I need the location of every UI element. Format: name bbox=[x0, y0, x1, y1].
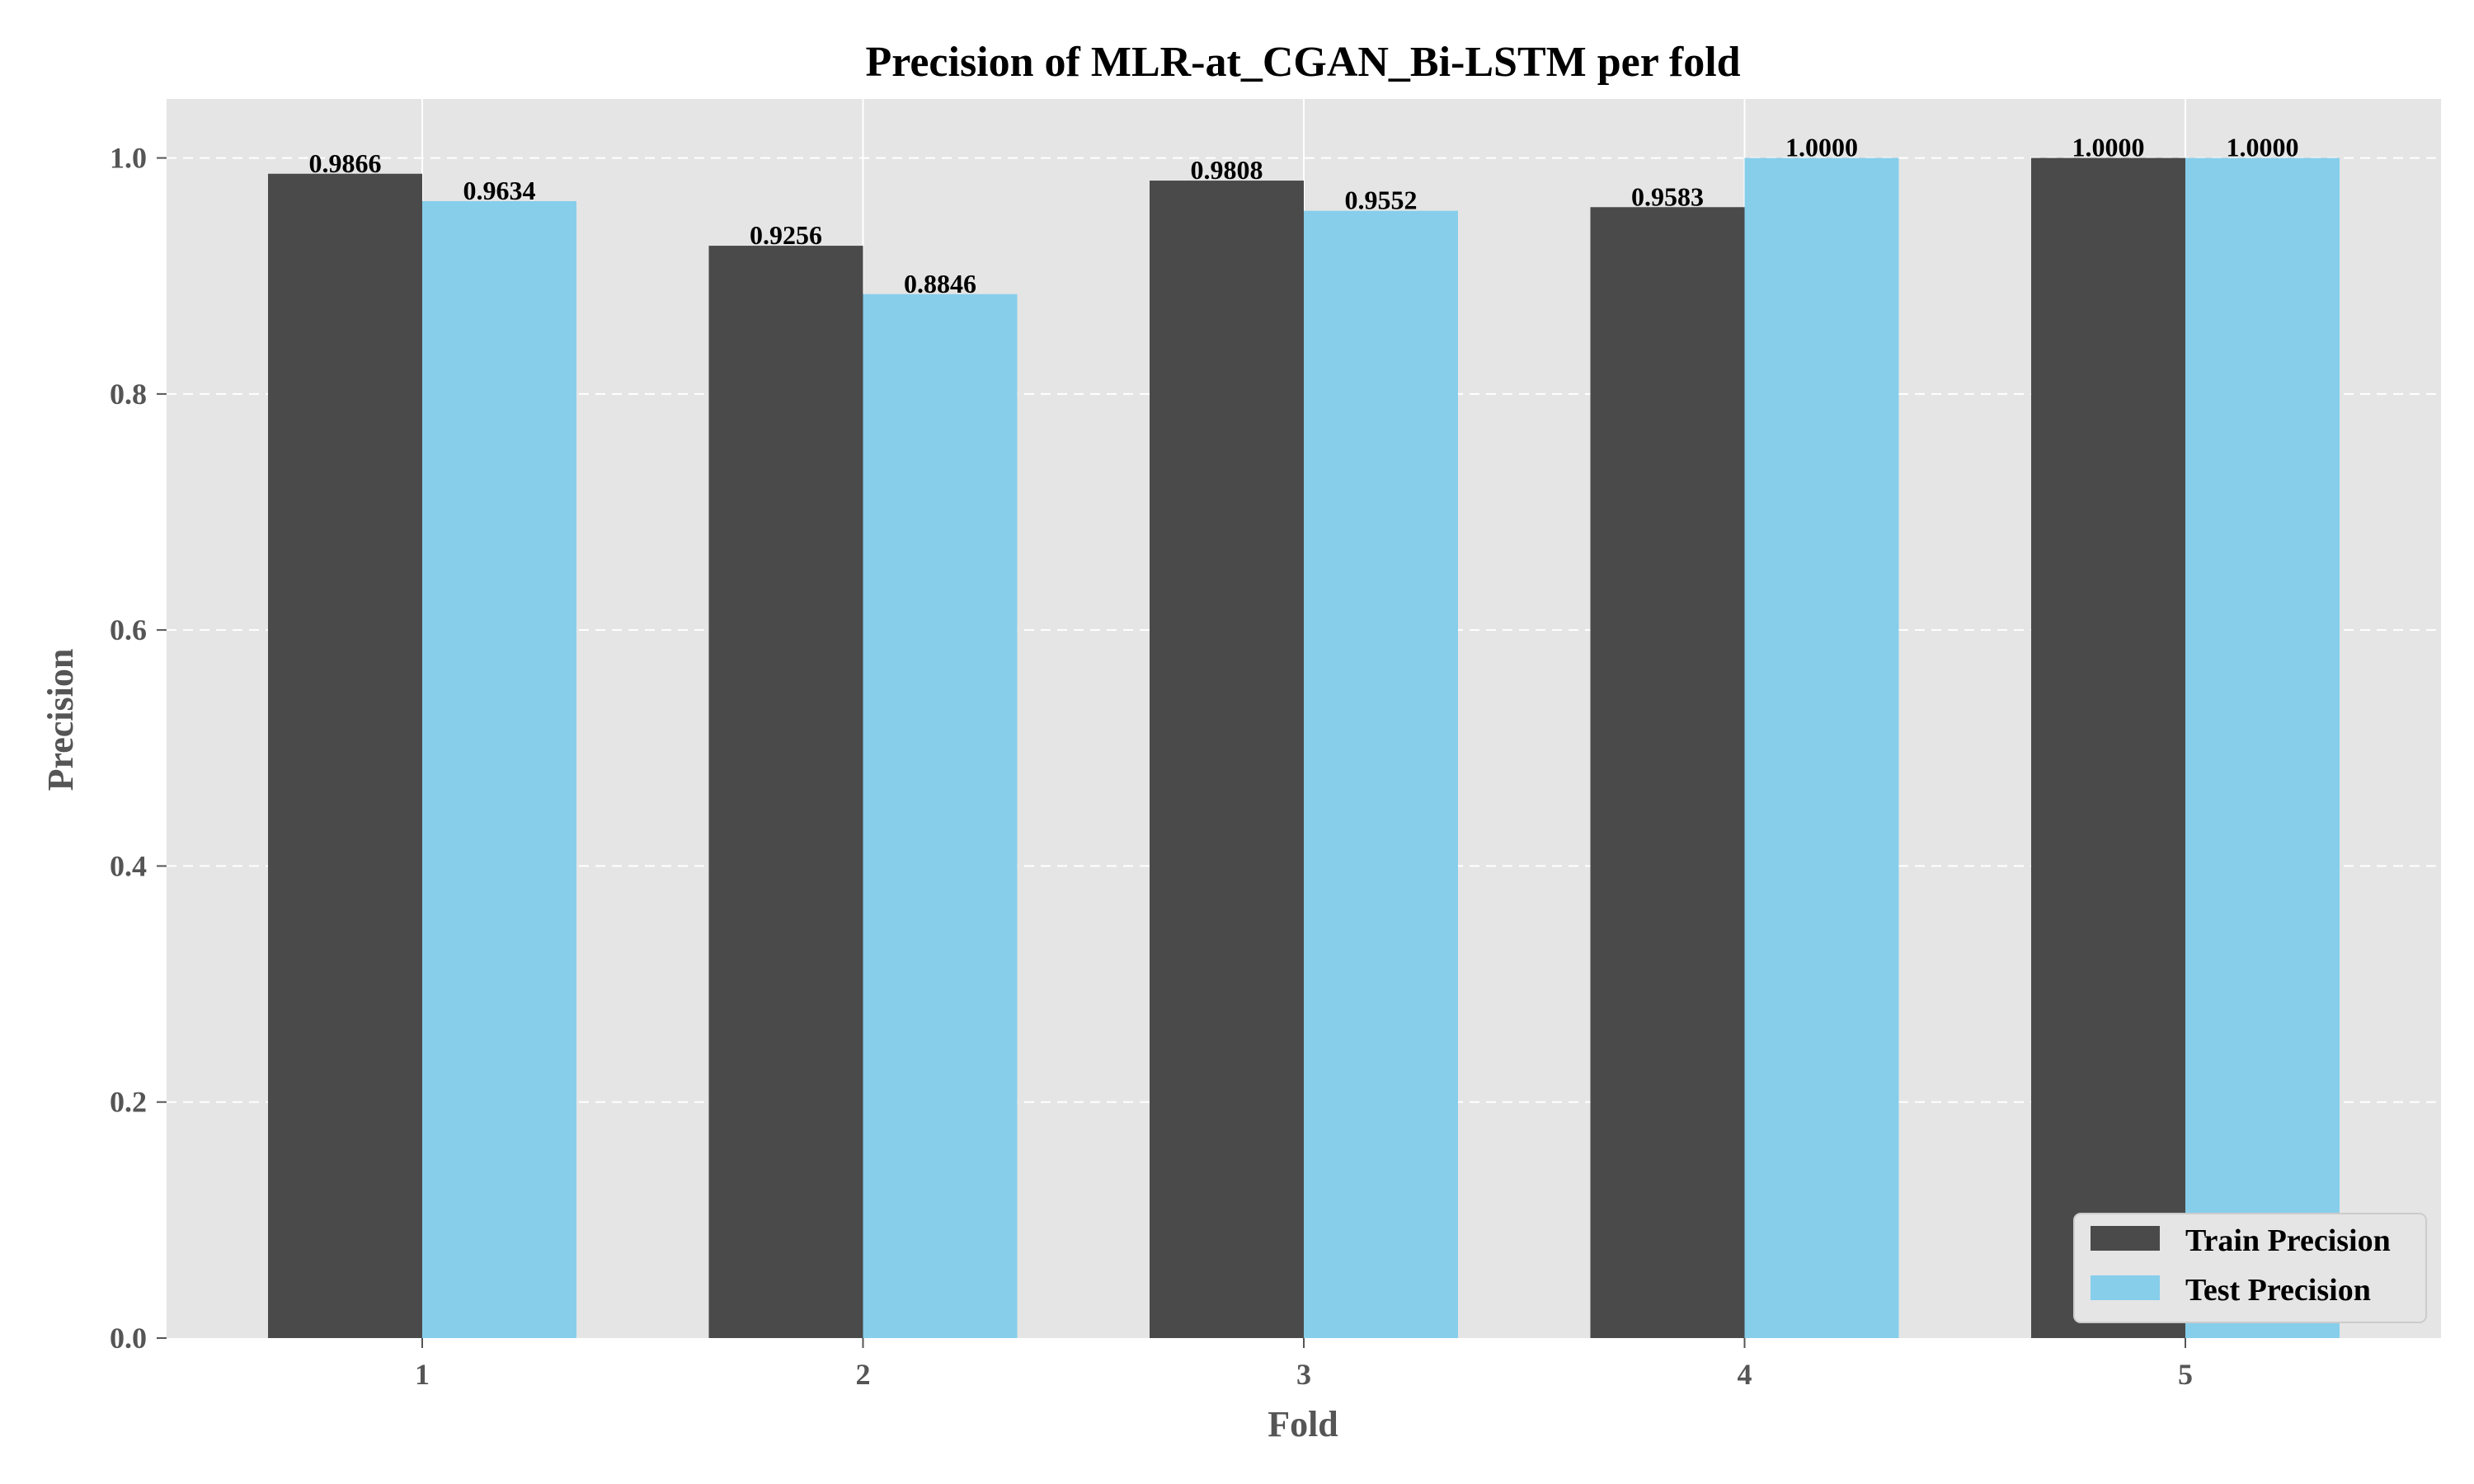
y-tick-label: 0.0 bbox=[110, 1322, 147, 1355]
chart-title: Precision of MLR-at_CGAN_Bi-LSTM per fol… bbox=[865, 39, 1740, 86]
bar-test bbox=[863, 294, 1018, 1338]
bar-test bbox=[1304, 210, 1458, 1338]
data-label-test: 0.9552 bbox=[1345, 186, 1418, 215]
x-tick-label: 3 bbox=[1296, 1358, 1311, 1391]
bars bbox=[268, 157, 2340, 1339]
x-tick-label: 2 bbox=[856, 1358, 871, 1391]
x-tick-label: 5 bbox=[2178, 1358, 2193, 1391]
bar-train bbox=[1590, 207, 1745, 1339]
y-tick-label: 0.2 bbox=[110, 1086, 147, 1119]
x-tick-label: 1 bbox=[415, 1358, 430, 1391]
x-tick-label: 4 bbox=[1737, 1358, 1752, 1391]
data-label-test: 1.0000 bbox=[2226, 133, 2298, 162]
data-label-test: 0.8846 bbox=[904, 269, 976, 298]
bar-test bbox=[1744, 157, 1899, 1339]
data-label-train: 0.9256 bbox=[750, 220, 822, 250]
data-label-train: 0.9866 bbox=[309, 148, 382, 178]
bar-train bbox=[268, 173, 423, 1339]
data-label-test: 0.9634 bbox=[463, 176, 536, 205]
data-label-train: 0.9808 bbox=[1191, 155, 1263, 185]
legend: Train Precision Test Precision bbox=[2073, 1213, 2427, 1323]
data-label-train: 0.9583 bbox=[1631, 181, 1704, 211]
bar-test bbox=[2185, 157, 2340, 1339]
legend-swatch-train bbox=[2091, 1226, 2160, 1251]
legend-box bbox=[2073, 1213, 2427, 1323]
x-axis-label: Fold bbox=[1268, 1404, 1338, 1444]
y-axis-label: Precision bbox=[40, 649, 81, 791]
bar-train bbox=[1150, 181, 1304, 1339]
bar-test bbox=[422, 200, 577, 1339]
legend-swatch-test bbox=[2091, 1275, 2160, 1300]
bar-train bbox=[2030, 157, 2185, 1339]
data-labels: 0.9866 0.9256 0.9808 0.9583 1.0000 0.9634 0.88… bbox=[309, 133, 2299, 298]
data-label-test: 1.0000 bbox=[1785, 133, 1858, 162]
y-tick-label: 0.6 bbox=[110, 613, 147, 646]
legend-label-test: Test Precision bbox=[2185, 1273, 2371, 1308]
bar-train bbox=[708, 246, 863, 1338]
y-tick-label: 0.4 bbox=[110, 849, 147, 882]
data-label-train: 1.0000 bbox=[2072, 133, 2144, 162]
legend-label-train: Train Precision bbox=[2185, 1223, 2391, 1258]
axis-ticks: 0.0 0.2 0.4 0.6 0.8 1.0 1 2 3 4 5 bbox=[110, 142, 2193, 1391]
y-tick-label: 0.8 bbox=[110, 378, 147, 411]
y-tick-label: 1.0 bbox=[110, 142, 147, 175]
